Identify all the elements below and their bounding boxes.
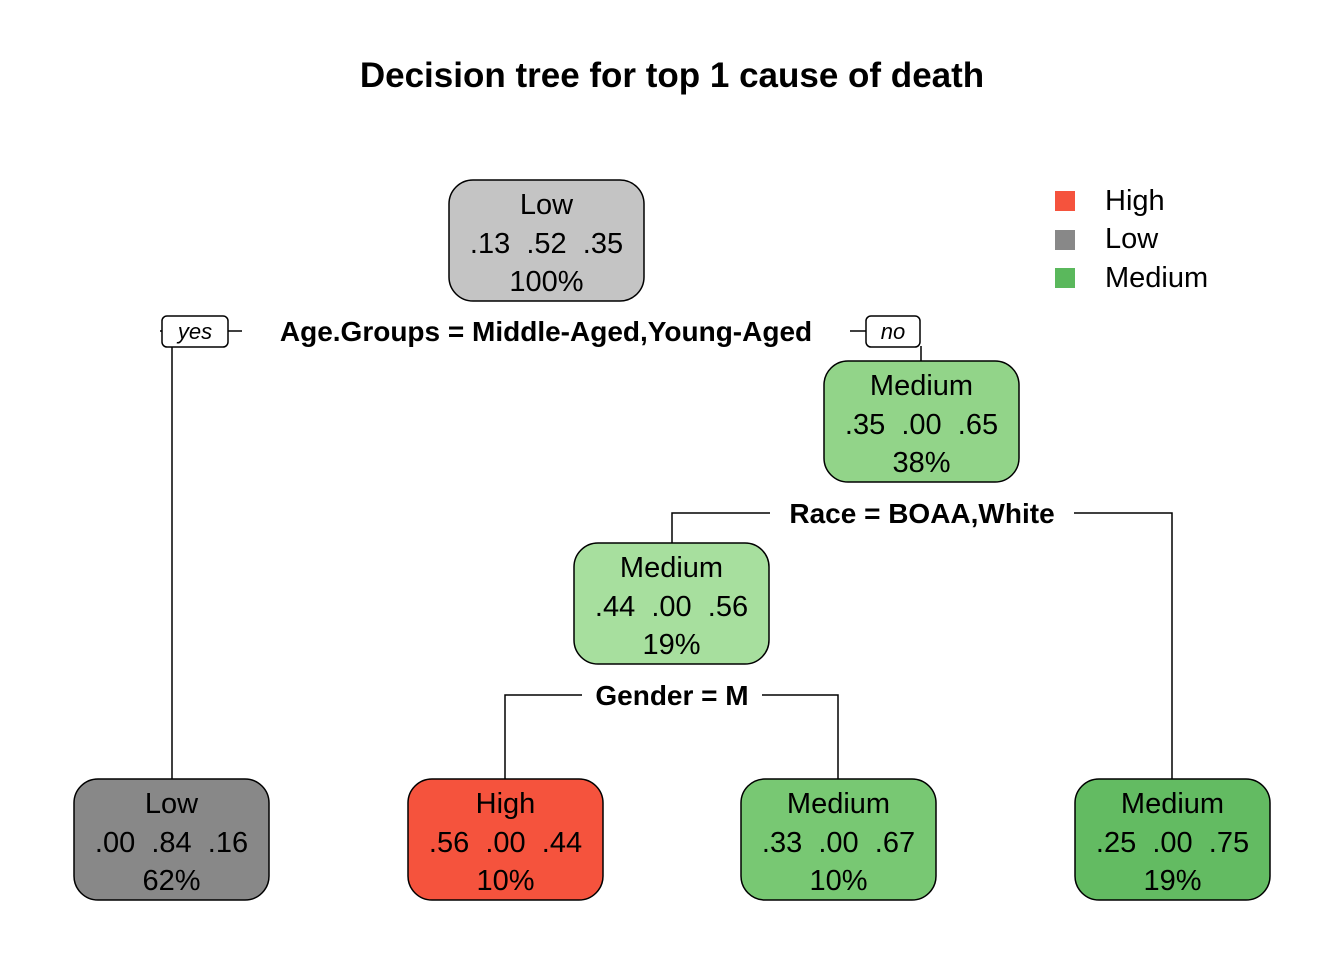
edge-n3-left [671,512,770,543]
legend-swatch-medium [1055,268,1075,289]
yes-box [161,315,229,348]
node-label-n12: High [476,788,536,820]
node-box-n6 [573,542,770,665]
legend-item-low: Low [1055,221,1208,260]
no-box [865,315,921,348]
node-percent-n7: 19% [1143,865,1201,897]
node-percent-n3: 38% [892,447,950,479]
legend-item-high: High [1055,182,1208,221]
node-percent-n6: 19% [642,629,700,661]
node-label-n3: Medium [870,370,973,402]
node-probs-n12: .56 .00 .44 [429,827,582,859]
chart-title: Decision tree for top 1 cause of death [359,56,985,95]
no-label: no [881,319,905,344]
legend: High Low Medium [1055,182,1208,298]
node-n6: Medium .44 .00 .56 19% [573,542,770,665]
node-box-n13 [740,778,937,901]
legend-label-low: Low [1105,223,1159,256]
node-label-n2: Low [145,788,199,820]
legend-swatch-high [1055,191,1075,212]
node-label-n13: Medium [787,788,890,820]
node-n12: High .56 .00 .44 10% [407,778,604,901]
node-probs-n6: .44 .00 .56 [595,591,748,623]
yes-label-box: yes [161,315,229,348]
node-percent-n12: 10% [476,865,534,897]
tree-edges [160,330,1173,779]
legend-label-high: High [1105,184,1165,217]
node-box-n7 [1074,778,1271,901]
node-box-n3 [823,360,1020,483]
node-percent-n13: 10% [809,865,867,897]
node-percent-root: 100% [509,266,583,298]
legend-swatch-low [1055,229,1075,250]
node-label-n6: Medium [620,552,723,584]
node-n3: Medium .35 .00 .65 38% [823,360,1020,483]
node-probs-n13: .33 .00 .67 [762,827,915,859]
node-label-root: Low [520,189,574,221]
edge-n6-right [762,694,839,779]
node-root: Low .13 .52 .35 100% [448,179,645,302]
node-probs-n7: .25 .00 .75 [1096,827,1249,859]
node-probs-n2: .00 .84 .16 [95,827,248,859]
no-label-box: no [865,315,921,348]
node-probs-n3: .35 .00 .65 [845,409,998,441]
node-box-root [448,179,645,302]
node-box-n12 [407,778,604,901]
split-label-root: Age.Groups = Middle-Aged,Young-Aged [280,316,812,347]
legend-item-medium: Medium [1055,259,1208,298]
yes-label: yes [176,319,212,344]
split-label-n3: Race = BOAA,White [789,498,1054,529]
node-label-n7: Medium [1121,788,1224,820]
node-n7: Medium .25 .00 .75 19% [1074,778,1271,901]
split-label-n6: Gender = M [595,680,748,711]
node-probs-root: .13 .52 .35 [470,228,623,260]
node-n13: Medium .33 .00 .67 10% [740,778,937,901]
node-box-n2 [73,778,270,901]
node-percent-n2: 62% [142,865,200,897]
legend-label-medium: Medium [1105,261,1209,294]
edge-n3-right [1074,512,1173,779]
node-n2: Low .00 .84 .16 62% [73,778,270,901]
edge-n6-left [504,694,582,779]
